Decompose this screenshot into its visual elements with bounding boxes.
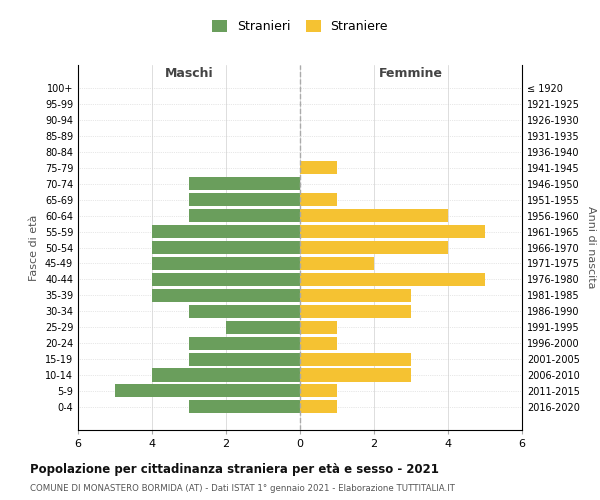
- Text: COMUNE DI MONASTERO BORMIDA (AT) - Dati ISTAT 1° gennaio 2021 - Elaborazione TUT: COMUNE DI MONASTERO BORMIDA (AT) - Dati …: [30, 484, 455, 493]
- Bar: [300, 368, 411, 382]
- Bar: [300, 320, 337, 334]
- Text: Popolazione per cittadinanza straniera per età e sesso - 2021: Popolazione per cittadinanza straniera p…: [30, 462, 439, 475]
- Bar: [152, 273, 300, 286]
- Bar: [189, 336, 300, 349]
- Bar: [300, 193, 337, 206]
- Bar: [226, 320, 300, 334]
- Text: Femmine: Femmine: [379, 68, 443, 80]
- Bar: [152, 241, 300, 254]
- Y-axis label: Anni di nascita: Anni di nascita: [586, 206, 596, 289]
- Bar: [300, 352, 411, 366]
- Bar: [152, 368, 300, 382]
- Text: Maschi: Maschi: [164, 68, 214, 80]
- Bar: [152, 257, 300, 270]
- Legend: Stranieri, Straniere: Stranieri, Straniere: [208, 16, 392, 37]
- Bar: [189, 400, 300, 413]
- Bar: [115, 384, 300, 398]
- Bar: [300, 273, 485, 286]
- Bar: [189, 304, 300, 318]
- Bar: [300, 304, 411, 318]
- Bar: [189, 209, 300, 222]
- Bar: [300, 257, 374, 270]
- Bar: [189, 352, 300, 366]
- Bar: [300, 289, 411, 302]
- Bar: [300, 209, 448, 222]
- Bar: [300, 336, 337, 349]
- Bar: [152, 289, 300, 302]
- Y-axis label: Fasce di età: Fasce di età: [29, 214, 39, 280]
- Bar: [300, 400, 337, 413]
- Bar: [300, 384, 337, 398]
- Bar: [300, 225, 485, 238]
- Bar: [189, 193, 300, 206]
- Bar: [152, 225, 300, 238]
- Bar: [300, 162, 337, 174]
- Bar: [300, 241, 448, 254]
- Bar: [189, 177, 300, 190]
